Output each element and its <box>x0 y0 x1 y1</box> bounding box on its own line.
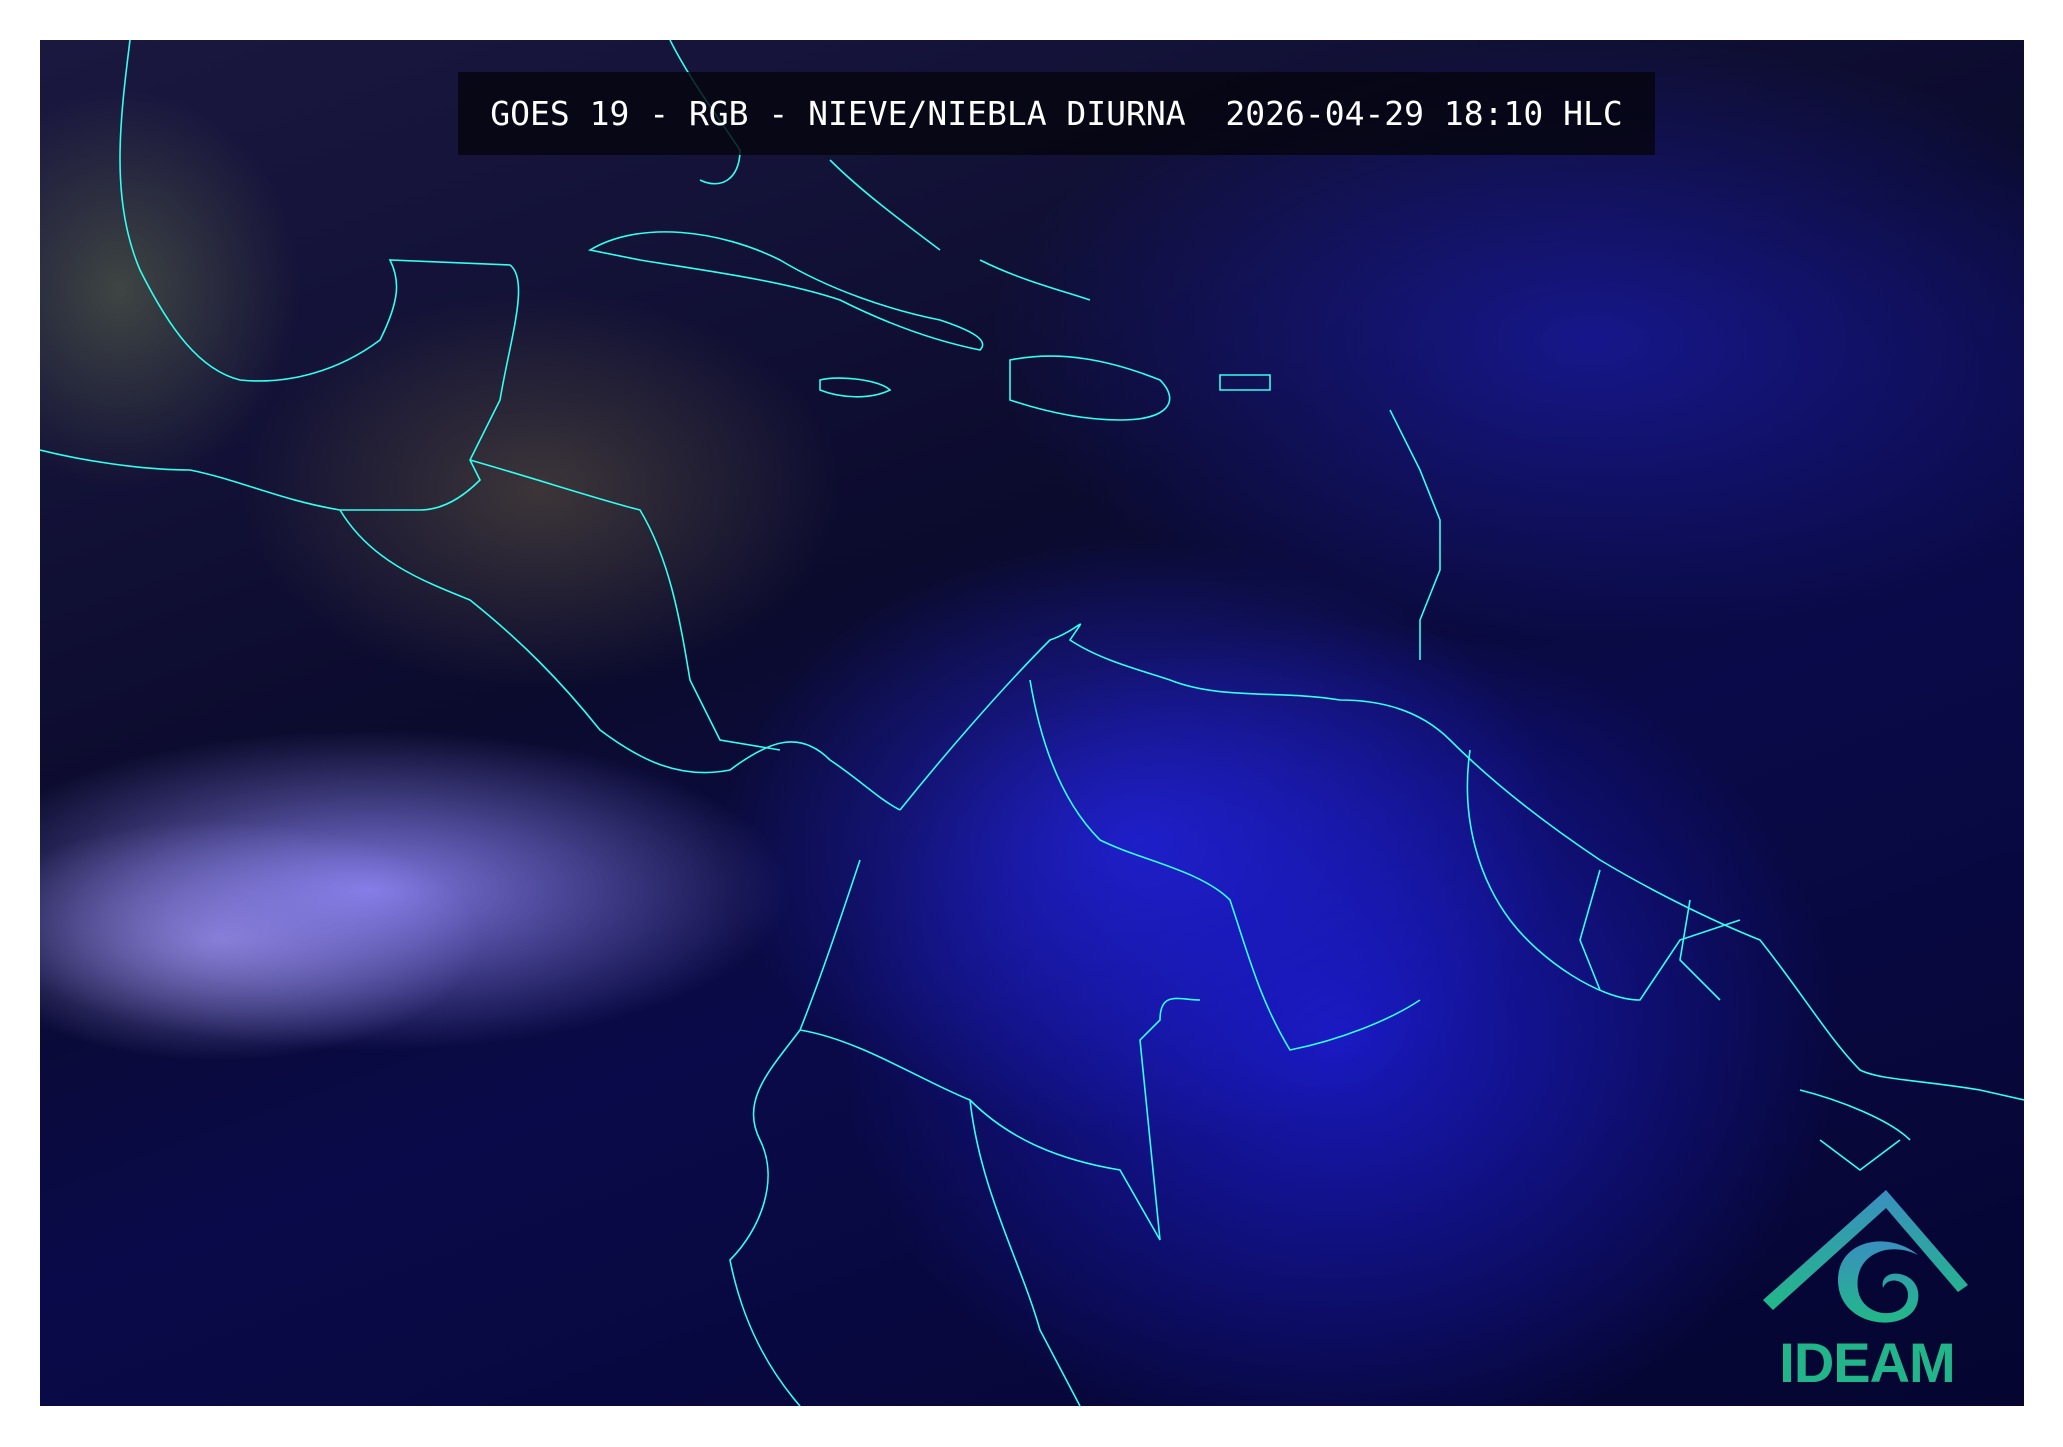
coastline-hispaniola <box>1009 355 1171 421</box>
coastline-central-america <box>339 459 901 811</box>
coastline-amazon-delta <box>1799 1089 1911 1171</box>
title-banner: GOES 19 - RGB - NIEVE/NIEBLA DIURNA 2026… <box>458 72 1655 155</box>
coastline-jamaica <box>819 377 892 398</box>
ideam-logo-text: IDEAM <box>1779 1331 1955 1394</box>
border-colombia-venezuela <box>1029 679 1421 1051</box>
country-borders <box>40 40 2024 1406</box>
coastline-gulf-of-mexico <box>40 40 520 511</box>
coastline-cuba <box>587 231 984 351</box>
border-suriname-guiana <box>1579 869 1721 1001</box>
border-venezuela-guyana <box>1466 749 1741 1001</box>
satellite-image: GOES 19 - RGB - NIEVE/NIEBLA DIURNA 2026… <box>40 40 2024 1406</box>
coastline-pacific-south-america <box>729 859 861 1406</box>
ideam-logo: IDEAM <box>1758 1180 1976 1395</box>
ideam-logo-icon <box>1763 1190 1968 1323</box>
image-title: GOES 19 - RGB - NIEVE/NIEBLA DIURNA 2026… <box>490 94 1623 133</box>
border-colombia-ecuador-peru-brazil <box>799 997 1201 1406</box>
coastline-south-america-north <box>899 623 2024 1101</box>
coastline-puerto-rico <box>1219 374 1271 391</box>
lesser-antilles <box>1389 409 1441 660</box>
